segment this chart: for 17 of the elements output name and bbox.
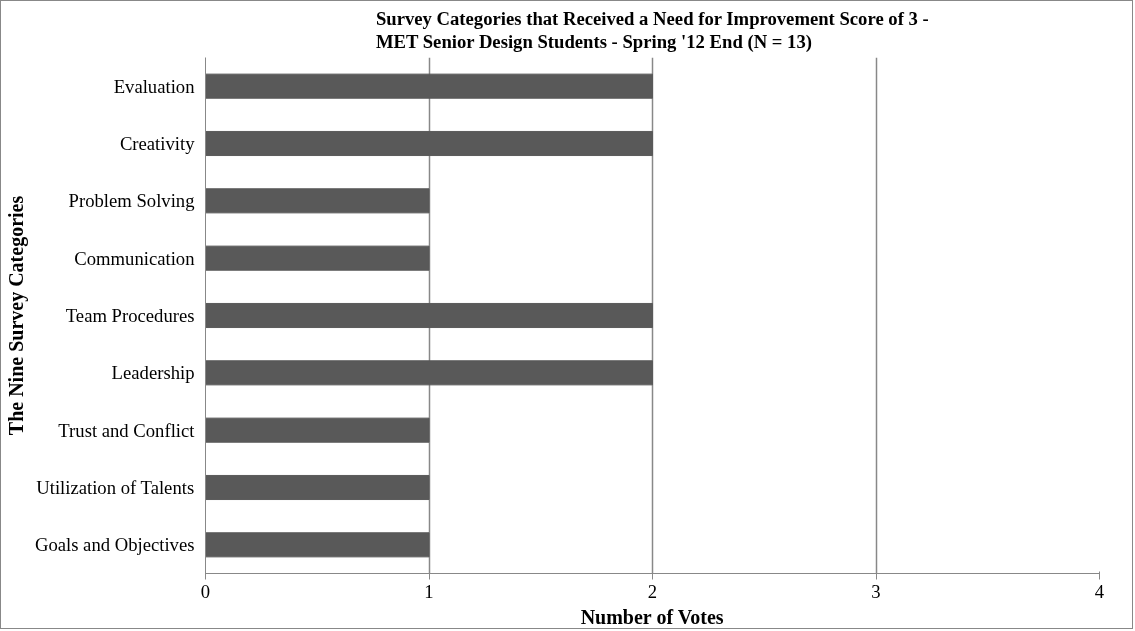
- y-tick-label: Leadership: [111, 362, 195, 384]
- x-tick-label: 0: [200, 580, 211, 602]
- y-tick-label: Goals and Objectives: [34, 534, 195, 556]
- y-tick-label: Utilization of Talents: [36, 477, 195, 498]
- x-tick-label: 4: [1094, 580, 1105, 602]
- x-tick-label: 1: [424, 580, 434, 602]
- x-tick-label: 3: [871, 580, 881, 602]
- y-tick-label: Problem Solving: [68, 190, 195, 212]
- y-tick-label: Trust and Conflict: [58, 419, 196, 441]
- y-axis-title: The Nine Survey Categories: [4, 195, 28, 436]
- y-tick-label: Evaluation: [113, 75, 196, 97]
- x-tick-label: 2: [647, 580, 658, 602]
- y-tick-label: Creativity: [119, 133, 196, 154]
- y-tick-label: Team Procedures: [65, 305, 195, 326]
- x-axis-title: Number of Votes: [580, 605, 724, 628]
- chart-title: Survey Categories that Received a Need for Improvement Score of 3 - MET Senior Design Students - Spring '12 End (N = 13): [375, 8, 929, 54]
- y-tick-label: Communication: [74, 247, 196, 269]
